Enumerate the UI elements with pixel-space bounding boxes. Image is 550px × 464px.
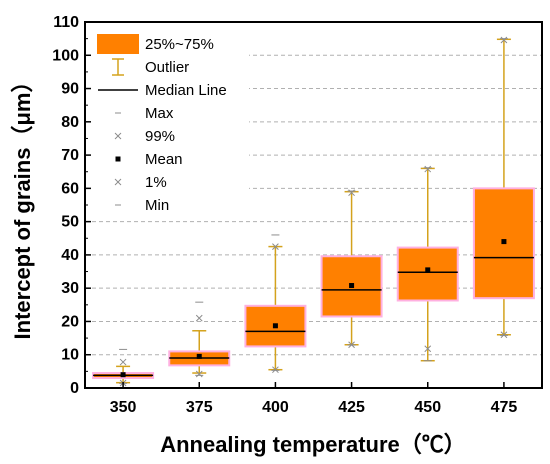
legend-label: 25%~75% [145,36,214,53]
legend-x-marker [114,132,122,140]
legend-label: Min [145,197,169,214]
box-450 [396,165,459,362]
legend-item-1: 1% [114,174,167,191]
grid-lines [85,54,542,356]
marker-stroke [114,132,122,140]
legend-background [91,28,249,220]
marker-stroke [195,314,203,322]
box-425 [320,189,383,349]
y-tick-label: 50 [61,214,79,231]
percentile-1-marker [424,345,432,353]
legend-item-min: Min [115,197,169,214]
y-tick-label: 80 [61,114,79,131]
marker-stroke [272,366,279,374]
percentile-99-marker [119,358,127,366]
y-tick-label: 70 [61,147,79,164]
legend-label: 1% [145,174,167,191]
x-tick-label: 350 [110,399,137,416]
legend-x-marker [114,178,122,186]
marker-stroke [424,165,432,173]
box-400 [244,234,307,374]
box-375 [168,301,231,378]
x-axis-label: Annealing temperature（℃） [160,432,466,457]
y-tick-label: 0 [70,380,79,397]
x-tick-label: 475 [491,399,518,416]
percentile-1-marker [195,370,203,378]
y-tick-label: 10 [61,347,79,364]
legend-mean-marker [115,156,121,162]
marker-stroke [272,243,279,250]
y-tick-label: 20 [61,313,79,330]
x-axis: 350 375 400 425 450 475 [110,382,518,416]
y-tick-label: 90 [61,81,79,98]
percentile-99-marker [272,243,279,250]
x-tick-label: 425 [338,399,365,416]
mean-marker [272,323,278,329]
x-tick-label: 375 [186,399,213,416]
box-series [92,36,535,387]
percentile-1-marker [500,331,508,339]
marker-stroke [424,345,432,353]
legend-box-swatch [97,34,139,54]
y-tick-label: 100 [52,47,79,64]
legend-label: Outlier [145,59,189,76]
marker-stroke [114,178,122,186]
mean-marker [425,267,431,273]
marker-stroke [500,36,508,44]
box-350 [92,348,155,387]
legend-label: 99% [145,128,175,145]
legend-item-mean: Mean [115,151,183,168]
mean-marker [196,353,202,359]
mean-marker [349,283,355,289]
y-axis: 0 10 20 30 40 50 60 70 80 90 100 110 [52,14,91,397]
legend-label: Median Line [145,82,227,99]
percentile-99-marker [500,36,508,44]
legend-item-max: Max [115,105,174,122]
y-tick-label: 60 [61,180,79,197]
legend: 25%~75% Outlier Median Line Max 99% Mean 1% Min [91,28,249,220]
legend-label: Max [145,105,174,122]
y-tick-label: 110 [53,14,79,31]
mean-marker [501,239,507,245]
legend-item-outlier: Outlier [112,58,189,76]
y-axis-label: Intercept of grains（μm） [10,71,35,340]
y-tick-label: 40 [61,247,79,264]
marker-stroke [500,331,508,339]
mean-marker [120,372,126,378]
legend-item-median-line: Median Line [98,82,227,99]
marker-stroke [195,370,203,378]
percentile-99-marker [424,165,432,173]
percentile-1-marker [272,366,279,374]
marker-stroke [119,358,127,366]
legend-label: Mean [145,151,183,168]
legend-item-99: 99% [114,128,175,145]
iqr-box [396,246,459,302]
x-tick-label: 450 [414,399,441,416]
percentile-99-marker [195,314,203,322]
box-475 [472,36,535,339]
legend-item-25-75: 25%~75% [97,34,214,54]
y-tick-label: 30 [61,280,79,297]
x-tick-label: 400 [262,399,289,416]
